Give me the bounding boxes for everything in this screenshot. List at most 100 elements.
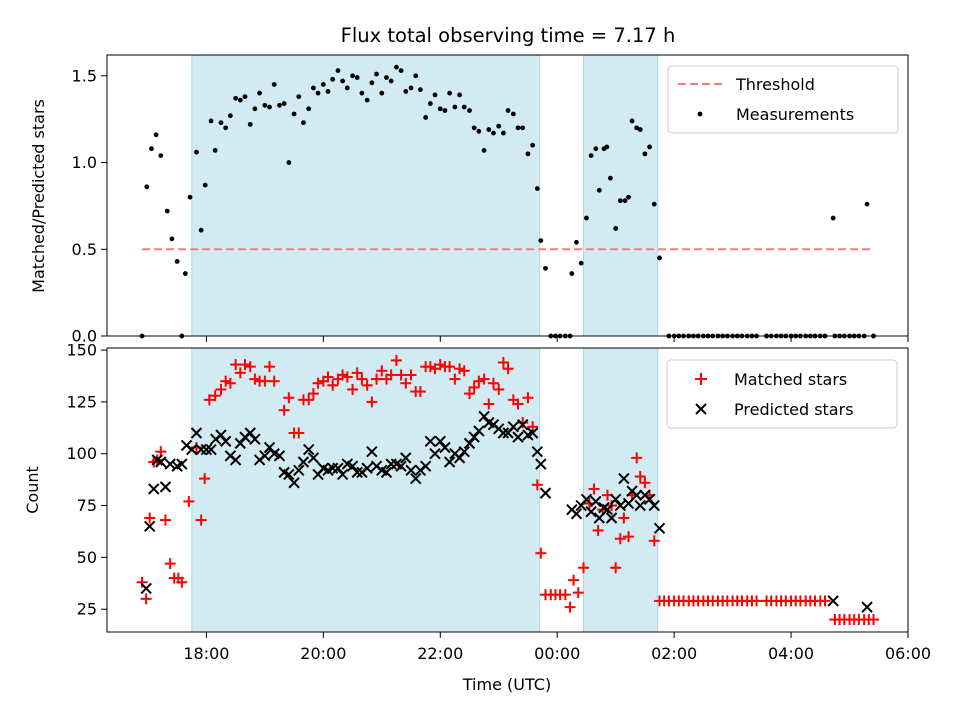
measurement-point: [364, 97, 370, 103]
measurement-point: [830, 215, 836, 221]
top-y-ticks: 0.0 0.5 1.0 1.5: [72, 66, 107, 346]
measurement-point: [604, 144, 610, 150]
matched-point: [535, 547, 547, 559]
matched-point: [195, 514, 207, 526]
matched-point: [568, 574, 580, 586]
matched-point: [327, 379, 339, 391]
matched-point: [634, 471, 646, 483]
predicted-point: [361, 462, 373, 474]
predicted-point: [380, 466, 393, 479]
matched-point: [531, 479, 543, 491]
measurement-point: [296, 94, 302, 100]
top-shaded-regions: [191, 54, 659, 337]
y-tick-label: 1.5: [72, 66, 97, 85]
matched-point: [209, 390, 221, 402]
predicted-point: [143, 520, 156, 532]
predicted-point: [443, 456, 456, 468]
measurement-point: [223, 125, 229, 131]
bottom-legend-box: [666, 359, 898, 429]
top-y-axis-label: Matched/Predicted stars: [29, 99, 48, 293]
shaded-region-1: [191, 347, 541, 633]
predicted-point: [164, 458, 176, 470]
measurement-point: [538, 238, 544, 243]
x-tick-label: 22:00: [417, 644, 463, 663]
matched-point: [751, 595, 763, 607]
y-tick-label: 125: [66, 392, 97, 411]
matched-point: [614, 533, 626, 545]
y-tick-label: 1.0: [72, 153, 97, 172]
matched-point: [483, 398, 495, 410]
x-tick-label: 00:00: [534, 644, 580, 663]
bottom-panel: 25 50 75 100 125 150 18:00 20:00 22:00 00:00 02:0…: [23, 341, 931, 694]
measurement-point: [398, 68, 404, 74]
y-tick-label: 0.5: [72, 240, 97, 259]
matched-point: [268, 375, 280, 387]
predicted-point: [497, 427, 510, 439]
measurement-point: [359, 90, 365, 96]
predicted-point: [535, 458, 547, 470]
measurement-point: [481, 148, 487, 153]
measurement-point: [198, 227, 204, 233]
predicted-point: [307, 452, 320, 464]
matched-point: [497, 357, 509, 369]
matched-point: [454, 363, 466, 375]
matched-point: [868, 614, 880, 626]
predicted-point: [405, 464, 417, 477]
matched-point: [444, 361, 456, 373]
measurement-point: [457, 92, 462, 98]
x-tick-label: 18:00: [183, 644, 229, 663]
measurement-point: [588, 153, 594, 159]
measurement-point: [413, 73, 419, 79]
y-tick-label: 50: [77, 548, 97, 567]
predicted-point: [653, 522, 666, 535]
measurement-point: [394, 64, 399, 70]
measurement-point: [187, 194, 193, 200]
predicted-point: [176, 458, 188, 470]
measurement-point: [325, 89, 331, 94]
matched-point: [631, 452, 643, 464]
matched-point: [390, 354, 402, 366]
measurement-point: [374, 71, 379, 77]
matched-point: [337, 369, 349, 381]
matched-point: [517, 417, 529, 429]
predicted-point: [861, 601, 873, 613]
measurement-point: [277, 102, 282, 108]
predicted-point: [336, 468, 349, 481]
measurement-point: [427, 101, 433, 106]
measurement-point: [174, 259, 180, 264]
measurement-point: [291, 111, 297, 117]
predicted-point: [609, 493, 622, 506]
matched-point: [136, 576, 148, 588]
y-tick-label: 0.0: [72, 327, 97, 346]
matched-point: [588, 483, 600, 495]
predicted-point: [585, 506, 597, 518]
measurement-point: [525, 151, 531, 157]
x-tick-label: 06:00: [885, 644, 931, 663]
y-tick-label: 75: [77, 496, 97, 515]
matched-point: [578, 562, 590, 574]
matched-point: [176, 576, 188, 588]
matched-point: [264, 361, 276, 373]
predicted-point: [200, 443, 213, 456]
measurement-point: [153, 132, 159, 138]
measurement-point: [208, 118, 214, 124]
predicted-point: [288, 477, 300, 489]
matched-point: [572, 587, 584, 599]
measurement-point: [530, 142, 536, 148]
measurement-point: [384, 75, 389, 80]
predicted-point: [516, 418, 529, 431]
legend-measurements-label: Measurements: [736, 105, 854, 124]
measurement-point: [584, 215, 589, 221]
predicted-point: [159, 481, 172, 493]
predicted-point: [155, 456, 167, 468]
predicted-point: [332, 462, 344, 474]
matched-point: [303, 394, 315, 406]
matched-point: [278, 404, 290, 416]
predicted-point: [351, 466, 363, 479]
predicted-point: [190, 427, 203, 439]
measurement-point: [158, 153, 164, 159]
matched-point: [493, 383, 505, 395]
predicted-point: [419, 460, 432, 472]
measurement-point: [164, 208, 170, 214]
measurement-point: [505, 108, 511, 113]
